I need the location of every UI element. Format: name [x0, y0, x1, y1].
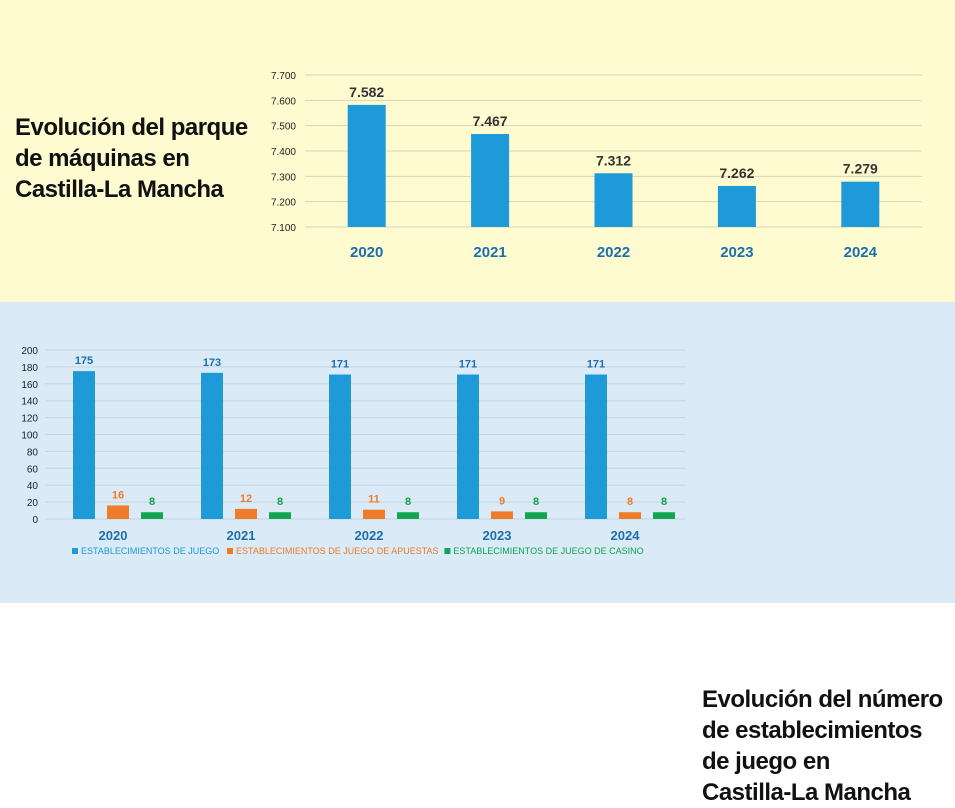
y-tick-label: 7.200 [271, 198, 296, 209]
establishments-bar-chart: 0 20 40 60 80 100 120 140 160 180 200 175 16 8 2020 173… [21, 346, 685, 556]
y-tick-label: 140 [21, 397, 38, 408]
bar [201, 372, 223, 519]
machines-bar-chart: 7.100 7.200 7.300 7.400 7.500 7.600 7.700 7.582… [271, 71, 922, 261]
data-label: 8 [149, 496, 155, 508]
bar [363, 509, 385, 519]
data-label: 11 [368, 494, 380, 506]
title-line: Castilla-La Mancha [15, 176, 224, 203]
x-tick-label: 2021 [473, 244, 506, 261]
legend-label: ESTABLECIMIENTOS DE JUEGO DE CASINO [453, 546, 643, 556]
bar [594, 173, 633, 227]
title-line: de máquinas en [15, 145, 190, 172]
bar [585, 374, 607, 519]
y-tick-label: 7.600 [271, 96, 296, 107]
data-label: 8 [661, 496, 667, 508]
data-label: 9 [499, 495, 505, 507]
data-label: 8 [405, 496, 411, 508]
y-tick-label: 7.400 [271, 147, 296, 158]
bottom-panel: 0 20 40 60 80 100 120 140 160 180 200 175 16 8 2020 173… [0, 302, 955, 806]
bar [269, 512, 291, 519]
bar [235, 508, 257, 519]
legend-swatch [444, 548, 451, 554]
y-tick-label: 0 [32, 515, 38, 526]
x-tick-label: 2020 [350, 244, 383, 261]
data-label: 171 [331, 359, 349, 371]
y-tick-label: 60 [27, 464, 39, 475]
bar [457, 374, 479, 519]
x-tick-label: 2024 [844, 244, 878, 261]
data-label: 7.582 [349, 84, 384, 100]
y-tick-label: 200 [21, 346, 38, 357]
title-line: de establecimientos [702, 717, 922, 744]
bar [397, 512, 419, 519]
legend-swatch [72, 548, 78, 554]
data-label: 12 [240, 493, 252, 505]
bar [347, 104, 386, 227]
title-line: Castilla-La Mancha [702, 779, 911, 806]
bar [329, 374, 351, 519]
data-label: 8 [627, 496, 633, 508]
data-label: 173 [203, 357, 221, 369]
y-tick-label: 20 [27, 498, 39, 509]
bar [841, 181, 880, 227]
bar [491, 511, 513, 519]
data-label: 175 [75, 355, 93, 367]
top-panel: Evolución del parque de máquinas en Cast… [0, 0, 955, 302]
bar [471, 134, 510, 227]
y-tick-label: 80 [27, 447, 39, 458]
y-tick-label: 7.700 [271, 71, 296, 82]
machines-chart-title: Evolución del parque de máquinas en Cast… [15, 112, 255, 205]
bar [141, 512, 163, 519]
data-label: 7.467 [473, 113, 508, 129]
x-tick-label: 2023 [483, 528, 512, 543]
legend-label: ESTABLECIMIENTOS DE JUEGO DE APUESTAS [236, 546, 439, 556]
data-label: 16 [112, 489, 124, 501]
x-tick-label: 2020 [99, 528, 128, 543]
title-line: de juego en [702, 748, 830, 775]
data-label: 7.262 [719, 165, 754, 181]
bar [717, 185, 756, 227]
y-tick-label: 120 [21, 414, 38, 425]
y-tick-label: 7.300 [271, 172, 296, 183]
data-label: 8 [277, 496, 283, 508]
y-tick-label: 40 [27, 481, 39, 492]
bar [525, 512, 547, 519]
bar [619, 512, 641, 519]
bar [653, 512, 675, 519]
x-tick-label: 2022 [597, 244, 630, 261]
bar [107, 505, 129, 519]
x-tick-label: 2023 [720, 244, 753, 261]
y-tick-label: 180 [21, 363, 38, 374]
title-line: Evolución del parque [15, 114, 248, 141]
title-line: Evolución del número [702, 686, 943, 713]
x-tick-label: 2024 [611, 528, 641, 543]
bar [73, 371, 95, 519]
data-label: 7.279 [843, 161, 878, 177]
data-label: 171 [459, 359, 477, 371]
legend-label: ESTABLECIMIENTOS DE JUEGO [81, 546, 219, 556]
data-label: 7.312 [596, 152, 631, 168]
y-tick-label: 160 [21, 380, 38, 391]
x-tick-label: 2021 [227, 528, 256, 543]
establishments-chart-title: Evolución del número de establecimientos… [702, 684, 947, 808]
data-label: 171 [587, 359, 605, 371]
y-tick-label: 7.500 [271, 122, 296, 133]
y-tick-label: 100 [21, 431, 38, 442]
x-tick-label: 2022 [355, 528, 384, 543]
data-label: 8 [533, 496, 539, 508]
legend-swatch [227, 548, 233, 554]
y-tick-label: 7.100 [271, 223, 296, 234]
